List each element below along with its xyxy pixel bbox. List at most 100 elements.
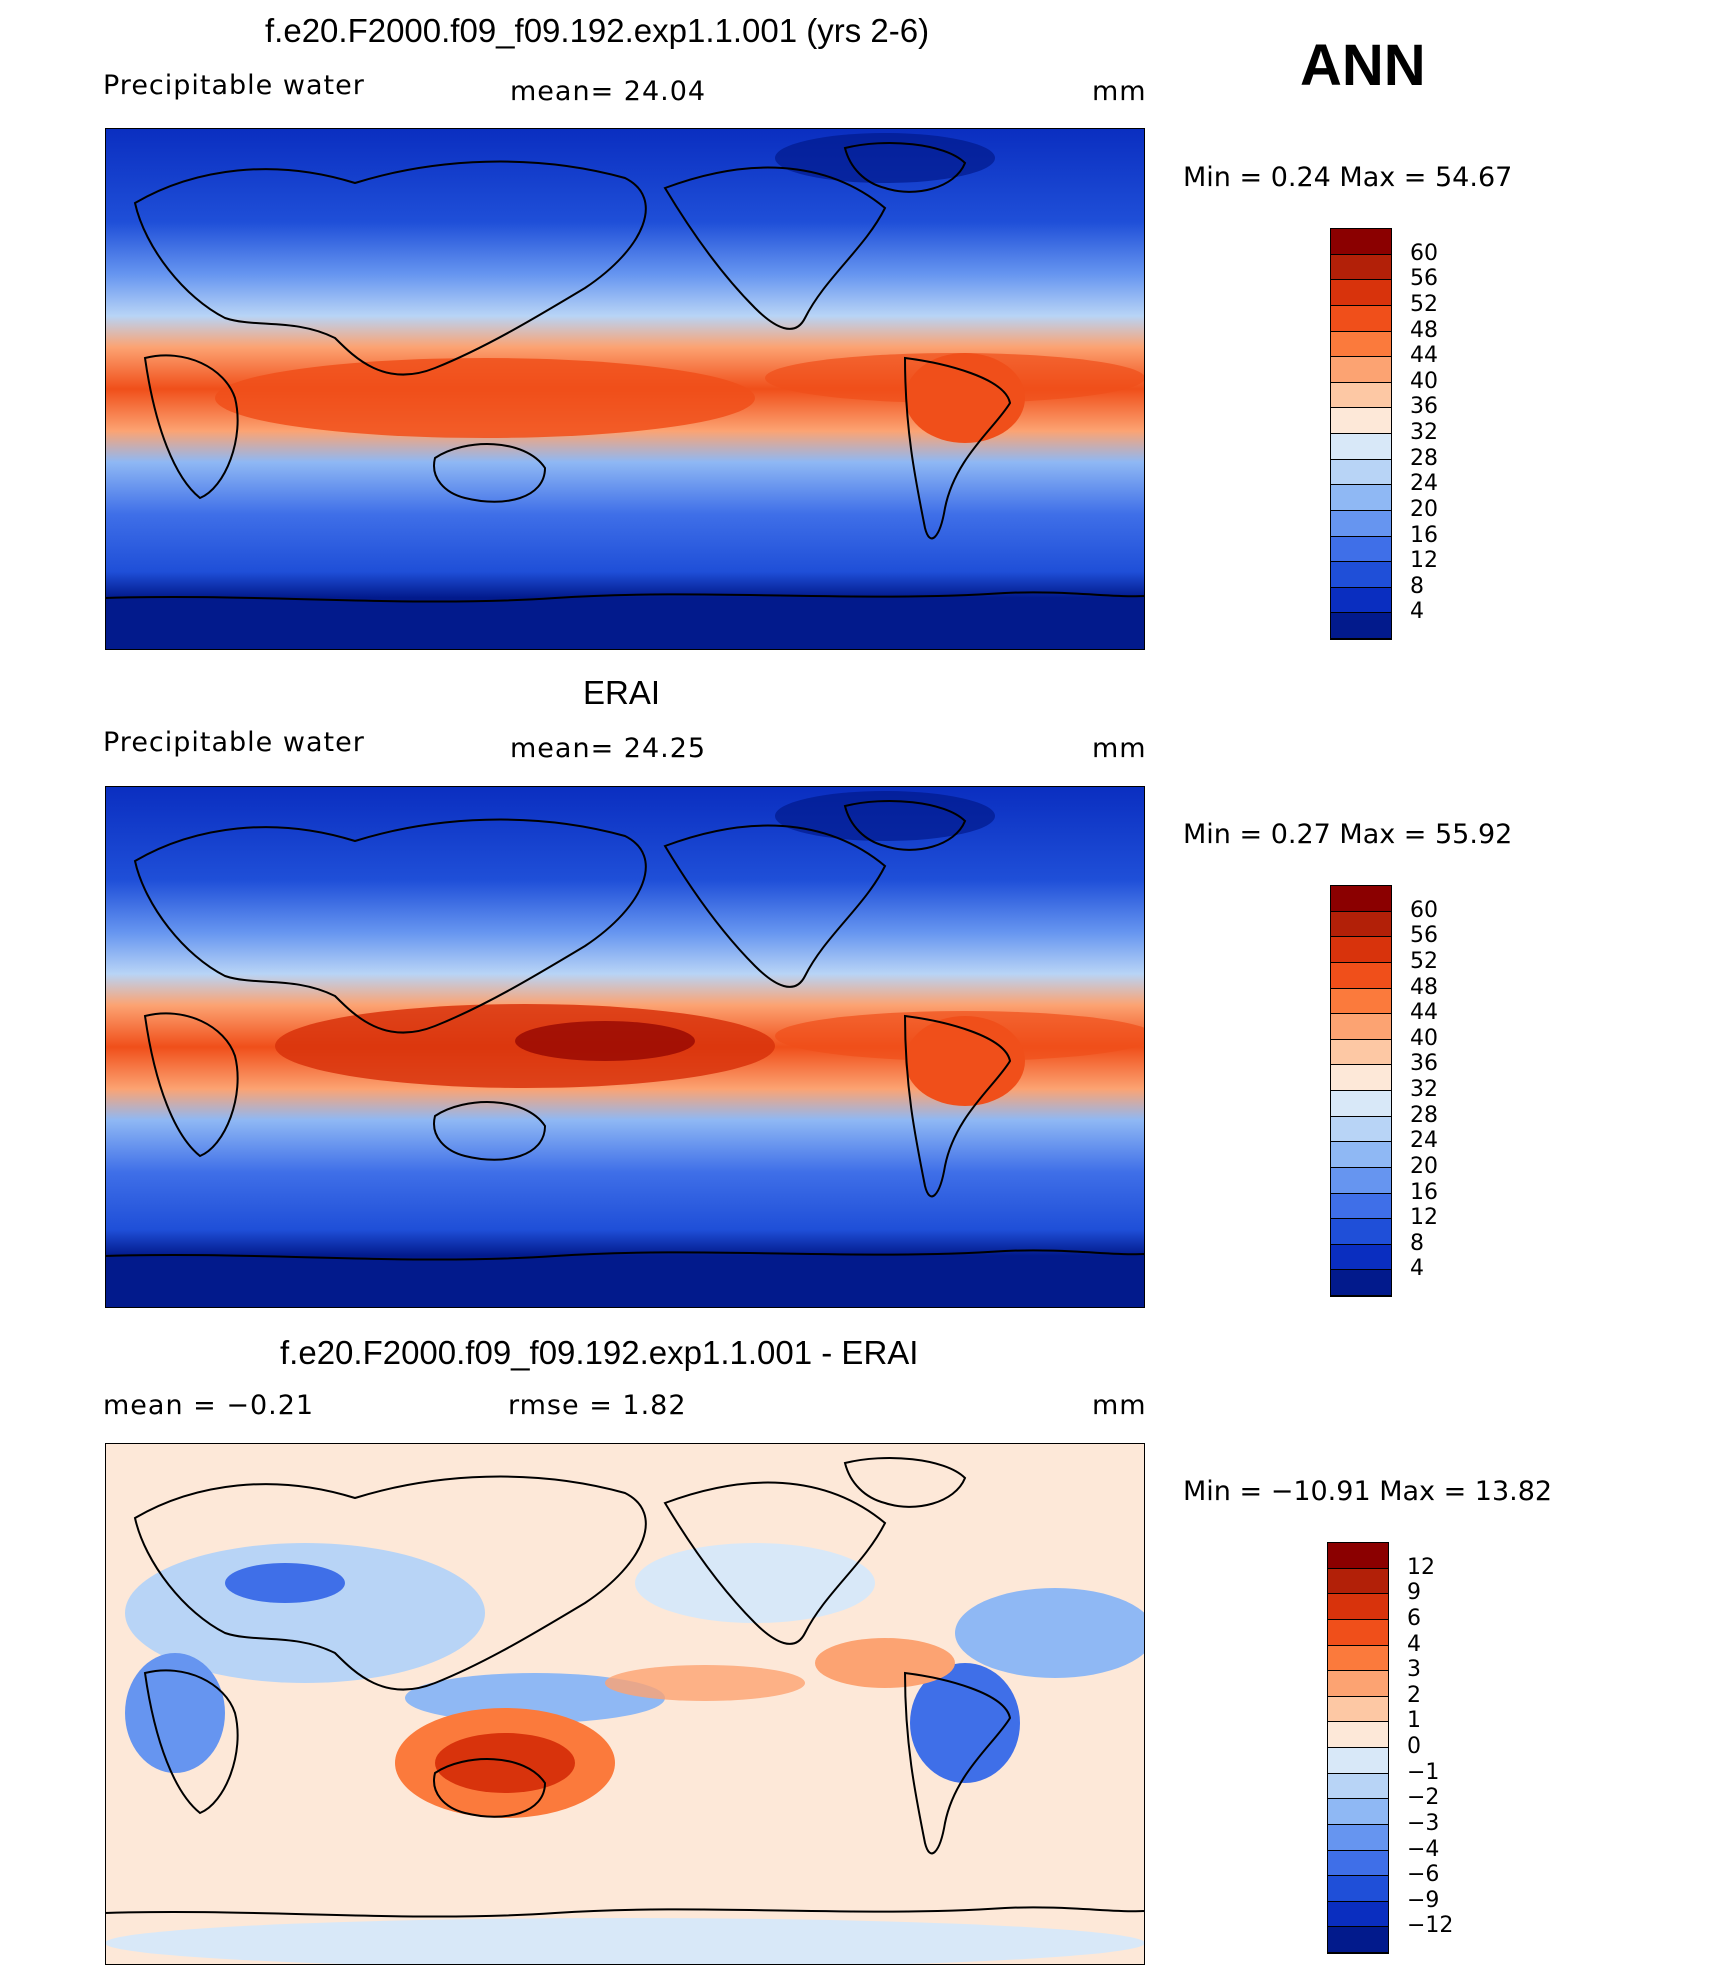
colorbar-label: 32: [1410, 1077, 1438, 1102]
colorbar-swatch: [1328, 1799, 1388, 1825]
colorbar-label: 52: [1410, 948, 1438, 974]
colorbar-label: 9: [1407, 1580, 1421, 1606]
colorbar-label: 8: [1410, 1230, 1424, 1256]
colorbar-swatch: [1331, 382, 1391, 409]
colorbar-label: 28: [1410, 1102, 1438, 1128]
colorbar-label: 32: [1410, 420, 1438, 445]
panel-1-colorbar: 60 56 52 48 44 40 36 32 28 24 20 16 12 8 4: [1330, 228, 1438, 640]
panel-1-minmax: Min = 0.24 Max = 54.67: [1183, 162, 1513, 193]
colorbar-label: 20: [1410, 496, 1438, 522]
colorbar-swatch: [1331, 1116, 1391, 1143]
colorbar-swatch: [1331, 937, 1391, 963]
colorbar-swatch: [1331, 1167, 1391, 1194]
colorbar-label: 40: [1410, 368, 1438, 394]
colorbar-swatch: [1331, 1039, 1391, 1066]
colorbar-swatch: [1328, 1645, 1388, 1672]
panel-1-units: mm: [1092, 76, 1147, 107]
colorbar-label: −9: [1407, 1887, 1440, 1913]
colorbar-label: 56: [1410, 923, 1438, 949]
colorbar-label: 24: [1410, 471, 1438, 497]
panel-2-minmax: Min = 0.27 Max = 55.92: [1183, 819, 1513, 850]
colorbar-label: 20: [1410, 1153, 1438, 1179]
panel-2-map: [105, 786, 1145, 1308]
panel-3-colorbar: 12 9 6 4 3 2 1 0 −1 −2 −3 −4 −6 −9 −12: [1327, 1542, 1453, 1954]
colorbar-label: 24: [1410, 1128, 1438, 1154]
panel-3-rmse-label: rmse = 1.82: [508, 1390, 687, 1421]
colorbar-swatch: [1331, 1142, 1391, 1168]
colorbar-label: 2: [1407, 1682, 1421, 1708]
colorbar-swatch: [1328, 1824, 1388, 1851]
colorbar-swatch: [1331, 988, 1391, 1015]
colorbar-label: −2: [1407, 1785, 1440, 1811]
colorbar-swatch: [1331, 229, 1391, 255]
colorbar-label: 40: [1410, 1025, 1438, 1051]
panel-2-field-label: Precipitable water: [103, 727, 365, 758]
panel-1-title: f.e20.F2000.f09_f09.192.exp1.1.001 (yrs …: [265, 12, 930, 49]
colorbar-swatch: [1331, 305, 1391, 332]
colorbar-label: 48: [1410, 317, 1438, 343]
colorbar-label: 16: [1410, 522, 1438, 548]
colorbar-label: 4: [1410, 1256, 1424, 1282]
colorbar-label: 8: [1410, 573, 1424, 599]
colorbar-swatch: [1331, 886, 1391, 912]
panel-3-title: f.e20.F2000.f09_f09.192.exp1.1.001 - ERA…: [280, 1334, 919, 1371]
colorbar-label: −6: [1407, 1862, 1440, 1888]
panel-1-field-label: Precipitable water: [103, 70, 365, 101]
colorbar-label: −4: [1407, 1836, 1440, 1862]
colorbar-swatch: [1328, 1850, 1388, 1877]
colorbar-swatch: [1328, 1722, 1388, 1748]
colorbar-swatch: [1331, 280, 1391, 306]
colorbar-label: 1: [1407, 1708, 1421, 1734]
colorbar-swatch: [1328, 1568, 1388, 1595]
season-label: ANN: [1300, 33, 1426, 98]
colorbar-swatch: [1331, 1193, 1391, 1220]
colorbar-label: 36: [1410, 1051, 1438, 1077]
colorbar-swatch: [1331, 962, 1391, 989]
colorbar-label: 12: [1410, 548, 1438, 574]
colorbar-swatch: [1328, 1748, 1388, 1774]
colorbar-swatch: [1331, 562, 1391, 588]
colorbar-label: 36: [1410, 394, 1438, 420]
colorbar-label: 12: [1407, 1554, 1435, 1580]
colorbar-label: 56: [1410, 266, 1438, 292]
colorbar-swatch: [1328, 1671, 1388, 1697]
panel-2-mean-label: mean= 24.25: [510, 733, 707, 764]
colorbar-swatch: [1331, 536, 1391, 563]
colorbar-swatch: [1328, 1543, 1388, 1569]
colorbar-swatch: [1331, 510, 1391, 537]
colorbar-swatch: [1331, 1065, 1391, 1091]
colorbar-swatch: [1331, 459, 1391, 486]
colorbar-label: 4: [1407, 1631, 1421, 1657]
colorbar-swatch: [1328, 1927, 1388, 1953]
colorbar-swatch: [1331, 331, 1391, 358]
colorbar-swatch: [1331, 254, 1391, 281]
colorbar-swatch: [1331, 357, 1391, 383]
colorbar-swatch: [1331, 1014, 1391, 1040]
panel-3-minmax: Min = −10.91 Max = 13.82: [1183, 1476, 1553, 1507]
colorbar-swatch: [1331, 434, 1391, 460]
colorbar-label: −1: [1407, 1759, 1440, 1785]
colorbar-label: 28: [1410, 445, 1438, 471]
panel-1-mean-label: mean= 24.04: [510, 76, 707, 107]
colorbar-swatch: [1331, 1270, 1391, 1296]
panel-3-units: mm: [1092, 1390, 1147, 1421]
colorbar-swatch: [1331, 613, 1391, 639]
colorbar-swatch: [1331, 1244, 1391, 1271]
colorbar-label: 3: [1407, 1657, 1421, 1683]
colorbar-label: −3: [1407, 1810, 1440, 1836]
colorbar-label: 60: [1410, 240, 1438, 266]
colorbar-label: 60: [1410, 897, 1438, 923]
colorbar-swatch: [1331, 1091, 1391, 1117]
colorbar-label: 6: [1407, 1605, 1421, 1631]
colorbar-label: 44: [1410, 1000, 1438, 1026]
panel-2-colorbar: 60 56 52 48 44 40 36 32 28 24 20 16 12 8 4: [1330, 885, 1438, 1297]
colorbar-label: 0: [1407, 1734, 1421, 1759]
panel-2-units: mm: [1092, 733, 1147, 764]
colorbar-swatch: [1328, 1876, 1388, 1902]
colorbar-swatch: [1328, 1594, 1388, 1620]
colorbar-label: 12: [1410, 1205, 1438, 1231]
colorbar-swatch: [1328, 1773, 1388, 1800]
colorbar-label: −12: [1407, 1913, 1454, 1939]
colorbar-label: 44: [1410, 343, 1438, 369]
colorbar-label: 16: [1410, 1179, 1438, 1205]
